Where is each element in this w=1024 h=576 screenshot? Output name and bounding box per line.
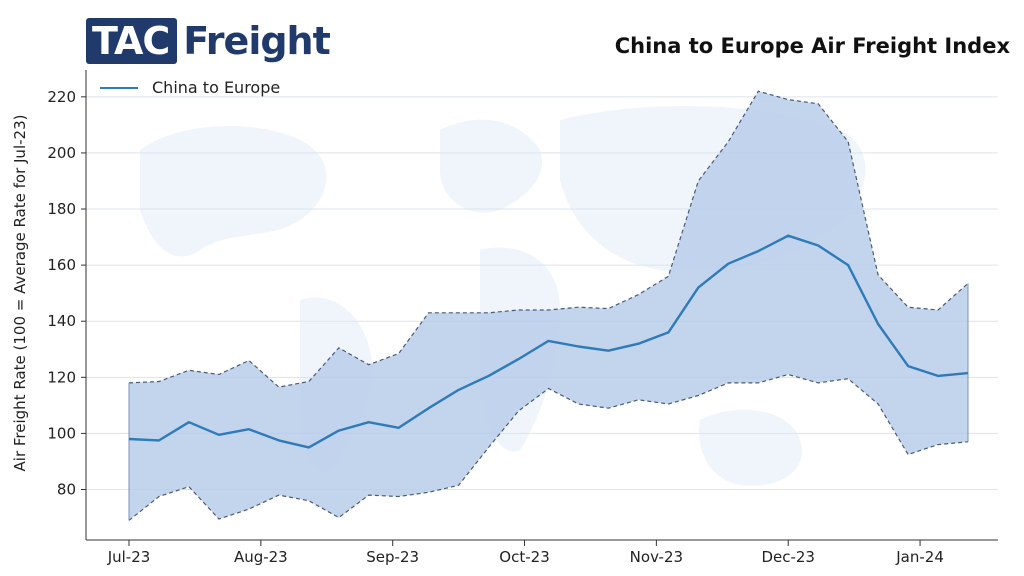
y-tick-label-180: 180 bbox=[47, 200, 76, 218]
x-tick-label-2: Sep-23 bbox=[366, 548, 419, 566]
y-tick-label-80: 80 bbox=[57, 481, 76, 499]
x-tick-label-0: Jul-23 bbox=[107, 548, 151, 566]
chart-title: China to Europe Air Freight Index bbox=[614, 34, 1010, 58]
series-line bbox=[128, 234, 969, 449]
axes: 80 100 120 140 160 180 200 220 Jul-23 Aug-23 Sep-2… bbox=[47, 70, 998, 566]
y-tick-label-120: 120 bbox=[47, 368, 76, 386]
band-lower-line bbox=[128, 373, 969, 521]
y-tick-label-200: 200 bbox=[47, 144, 76, 162]
y-tick-label-100: 100 bbox=[47, 424, 76, 442]
y-tick-label-140: 140 bbox=[47, 312, 76, 330]
range-band bbox=[128, 90, 969, 521]
map-landmass-2 bbox=[440, 119, 542, 213]
logo-wordmark: Freight bbox=[183, 19, 330, 63]
legend-swatch bbox=[100, 86, 138, 89]
x-tick-label-3: Oct-23 bbox=[499, 548, 549, 566]
series-line-china-to-europe bbox=[128, 234, 969, 449]
y-tick-label-160: 160 bbox=[47, 256, 76, 274]
x-tick-label-4: Nov-23 bbox=[630, 548, 683, 566]
y-tick-label-220: 220 bbox=[47, 88, 76, 106]
band-upper-line bbox=[128, 90, 969, 388]
legend: China to Europe bbox=[100, 78, 280, 97]
map-landmass-0 bbox=[140, 126, 327, 257]
legend-label: China to Europe bbox=[152, 78, 281, 97]
logo-mark: TAC bbox=[86, 18, 178, 64]
x-tick-label-5: Dec-23 bbox=[761, 548, 815, 566]
map-landmass-5 bbox=[699, 409, 802, 486]
band-area bbox=[129, 91, 968, 521]
x-tick-label-1: Aug-23 bbox=[234, 548, 288, 566]
tac-freight-logo: TAC Freight bbox=[86, 18, 331, 64]
x-tick-label-6: Jan-24 bbox=[895, 548, 944, 566]
